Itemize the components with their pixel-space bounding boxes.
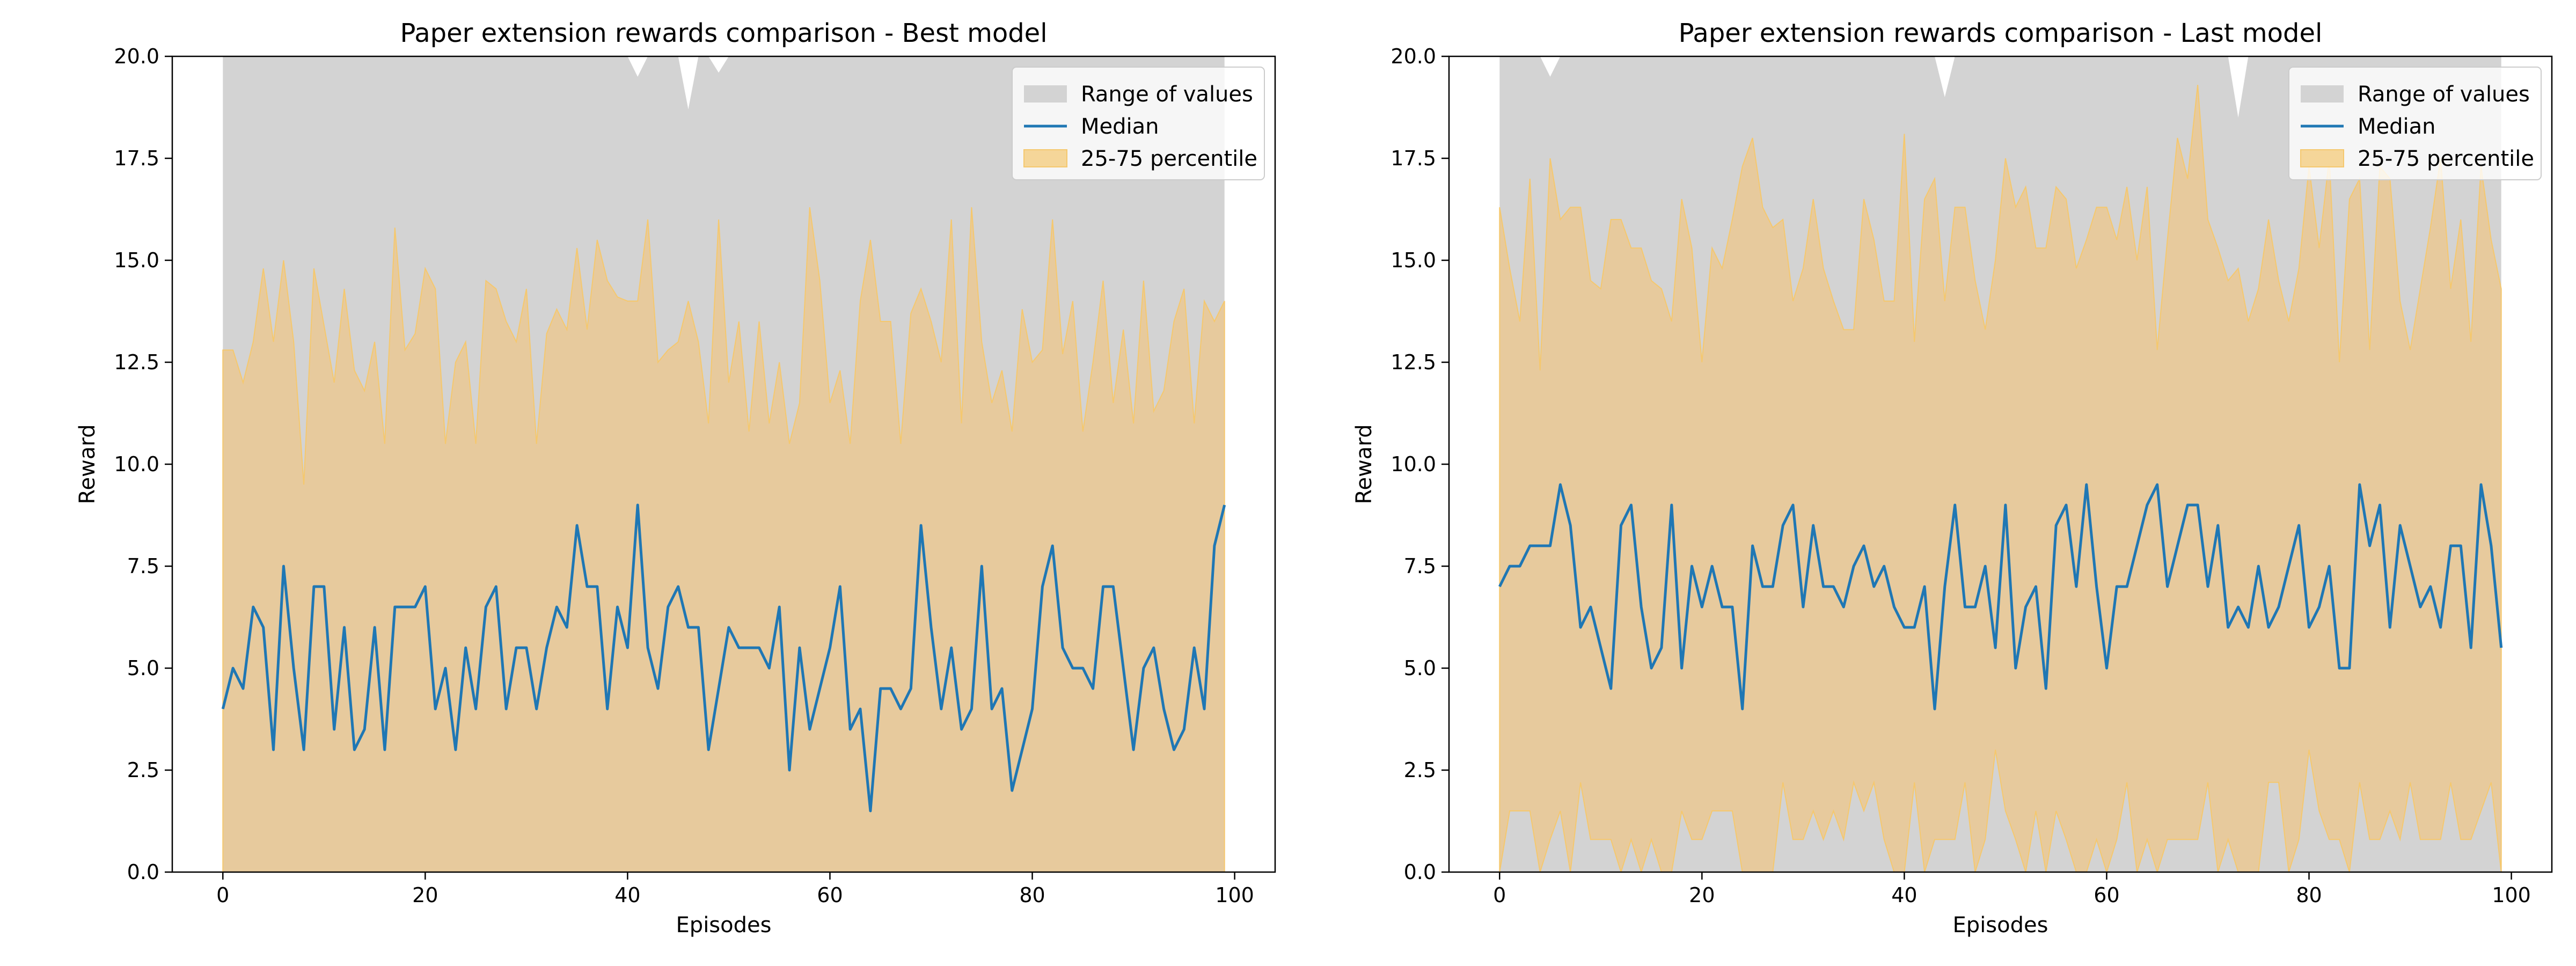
- y-tick-label: 10.0: [114, 452, 159, 476]
- legend-swatch: [2301, 85, 2344, 103]
- x-tick-label: 0: [216, 883, 229, 907]
- y-tick-label: 20.0: [114, 45, 159, 68]
- legend-box: [1012, 67, 1265, 180]
- median-line: [221, 503, 1226, 813]
- y-tick-label: 12.5: [1391, 350, 1436, 374]
- y-tick-label: 7.5: [127, 554, 159, 578]
- y-tick-label: 15.0: [114, 248, 159, 272]
- x-tick-label: 60: [2094, 883, 2119, 907]
- legend-entry-label: Range of values: [1081, 82, 1253, 107]
- y-tick-label: 0.0: [127, 860, 159, 884]
- legend-entry-label: Median: [1081, 114, 1159, 139]
- y-tick-label: 0.0: [1404, 860, 1436, 884]
- legend-entry-label: 25-75 percentile: [1081, 147, 1257, 171]
- x-tick-label: 60: [817, 883, 843, 907]
- y-tick-label: 10.0: [1391, 452, 1436, 476]
- legend: Range of values Median 25-75 percentile: [2288, 67, 2542, 180]
- plot-area: [1498, 56, 2503, 872]
- x-tick-label: 0: [1493, 883, 1506, 907]
- percentile-band: [1499, 85, 2502, 872]
- legend-entry-label: Range of values: [2358, 82, 2530, 107]
- x-tick-label: 20: [412, 883, 438, 907]
- y-tick-label: 20.0: [1391, 45, 1436, 68]
- y-tick-label: 12.5: [114, 350, 159, 374]
- y-tick-label: 5.0: [1404, 656, 1436, 680]
- chart-best-model: Paper extension rewards comparison - Bes…: [75, 18, 1276, 938]
- x-tick-label: 80: [2296, 883, 2322, 907]
- x-axis-label: Episodes: [1953, 913, 2048, 938]
- legend-swatch: [1023, 149, 1067, 167]
- y-tick-label: 5.0: [127, 656, 159, 680]
- y-tick-label: 2.5: [127, 758, 159, 782]
- plot-area: [221, 56, 1226, 872]
- y-axis-label: Reward: [75, 425, 100, 504]
- y-tick-label: 15.0: [1391, 248, 1436, 272]
- percentile-band: [222, 207, 1225, 872]
- x-tick-label: 40: [1891, 883, 1917, 907]
- legend-swatch: [2300, 149, 2344, 167]
- legend-box: [2288, 67, 2542, 180]
- x-tick-label: 100: [1215, 883, 1254, 907]
- legend-entry-label: 25-75 percentile: [2358, 147, 2534, 171]
- x-tick-label: 40: [614, 883, 640, 907]
- x-tick-label: 100: [2492, 883, 2531, 907]
- chart-title: Paper extension rewards comparison - Las…: [1679, 18, 2323, 48]
- legend: Range of values Median 25-75 percentile: [1012, 67, 1265, 180]
- y-tick-label: 17.5: [114, 147, 159, 170]
- x-tick-label: 20: [1689, 883, 1715, 907]
- y-tick-label: 17.5: [1391, 147, 1436, 170]
- x-tick-label: 80: [1019, 883, 1045, 907]
- legend-swatch: [1024, 85, 1067, 103]
- y-tick-label: 7.5: [1404, 554, 1436, 578]
- y-axis-label: Reward: [1352, 425, 1377, 504]
- chart-last-model: Paper extension rewards comparison - Las…: [1352, 18, 2553, 938]
- chart-title: Paper extension rewards comparison - Bes…: [400, 18, 1047, 48]
- x-axis-label: Episodes: [676, 913, 772, 938]
- legend-entry-label: Median: [2358, 114, 2436, 139]
- median-line: [1498, 483, 2503, 711]
- y-tick-label: 2.5: [1404, 758, 1436, 782]
